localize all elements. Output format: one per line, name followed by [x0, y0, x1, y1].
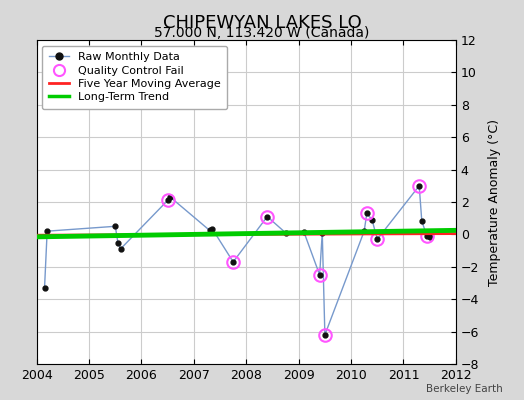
- Y-axis label: Temperature Anomaly (°C): Temperature Anomaly (°C): [487, 118, 500, 286]
- Text: 57.000 N, 113.420 W (Canada): 57.000 N, 113.420 W (Canada): [154, 26, 370, 40]
- Text: CHIPEWYAN LAKES LO: CHIPEWYAN LAKES LO: [162, 14, 362, 32]
- Text: Berkeley Earth: Berkeley Earth: [427, 384, 503, 394]
- Legend: Raw Monthly Data, Quality Control Fail, Five Year Moving Average, Long-Term Tren: Raw Monthly Data, Quality Control Fail, …: [42, 46, 227, 109]
